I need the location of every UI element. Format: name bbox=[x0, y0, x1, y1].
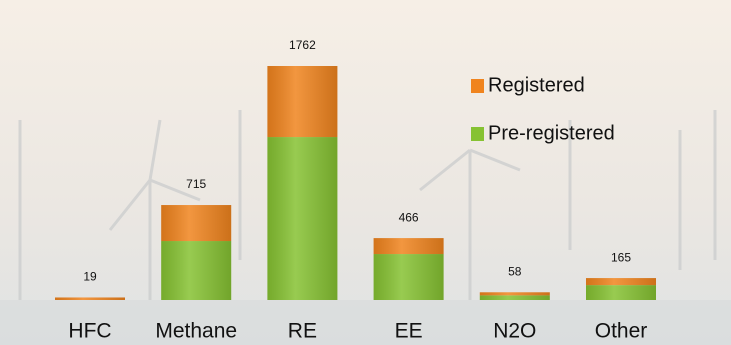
bar-shade bbox=[479, 292, 550, 300]
total-label: 466 bbox=[399, 210, 419, 224]
bar-shade bbox=[161, 205, 232, 300]
category-label: Methane bbox=[155, 320, 237, 343]
bar-shade bbox=[586, 278, 656, 300]
category-label: N2O bbox=[493, 320, 536, 343]
bar-shade bbox=[373, 238, 444, 300]
ground bbox=[0, 300, 731, 345]
legend-label: Registered bbox=[488, 74, 585, 96]
total-label: 58 bbox=[508, 264, 522, 278]
legend-swatch bbox=[471, 127, 484, 141]
turbines bbox=[18, 110, 717, 300]
total-label: 715 bbox=[186, 177, 206, 191]
total-label: 165 bbox=[611, 250, 631, 264]
category-label: Other bbox=[595, 320, 648, 343]
category-label: HFC bbox=[68, 320, 111, 343]
category-label: RE bbox=[288, 320, 317, 343]
bar-shade bbox=[55, 297, 125, 300]
total-label: 1762 bbox=[289, 38, 316, 52]
legend-swatch bbox=[471, 79, 484, 93]
bar-shade bbox=[267, 66, 338, 300]
category-label: EE bbox=[395, 320, 423, 343]
total-label: 19 bbox=[83, 270, 97, 284]
legend-label: Pre-registered bbox=[488, 122, 615, 144]
